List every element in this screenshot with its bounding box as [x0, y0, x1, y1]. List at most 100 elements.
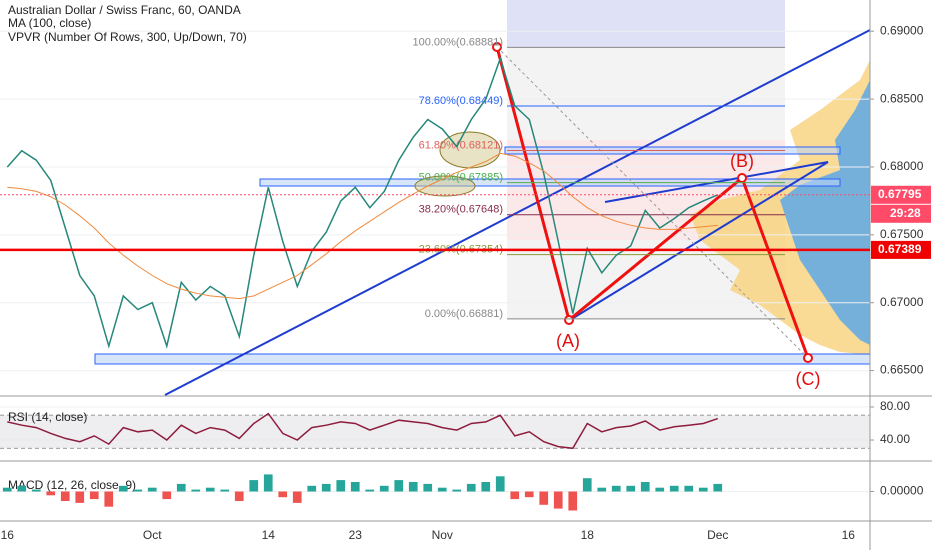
histogram-bar — [133, 489, 143, 492]
histogram-bar — [669, 485, 679, 492]
countdown: 29:28 — [890, 206, 921, 220]
wave-point — [492, 42, 502, 52]
histogram-bar — [278, 491, 288, 498]
x-tick-label: Nov — [432, 528, 453, 542]
x-tick-label: 23 — [349, 528, 363, 542]
histogram-bar — [568, 491, 578, 511]
histogram-bar — [394, 480, 404, 492]
histogram-bar — [379, 485, 389, 492]
fib-label: 38.20%(0.67648) — [419, 204, 503, 216]
y-tick-label: 0.67000 — [880, 295, 924, 309]
histogram-bar — [553, 491, 563, 509]
histogram-bar — [336, 480, 346, 492]
histogram-bar — [684, 485, 694, 492]
histogram-bar — [263, 474, 273, 492]
histogram-bar — [104, 491, 114, 507]
histogram-bar — [640, 482, 650, 492]
panel-title: MACD (12, 26, close, 9) — [8, 478, 136, 492]
histogram-bar — [655, 487, 665, 492]
histogram-bar — [118, 485, 128, 492]
histogram-bar — [698, 487, 708, 492]
histogram-bar — [365, 489, 375, 492]
y-tick-label: 40.00 — [880, 432, 910, 446]
trend-line — [164, 29, 871, 396]
histogram-bar — [46, 491, 56, 496]
x-tick-label: 16 — [1, 528, 15, 542]
channel-line — [604, 161, 829, 203]
histogram-bar — [611, 485, 621, 492]
fib-label: 61.80%(0.68121) — [419, 139, 503, 151]
y-tick-label: 0.00000 — [880, 484, 924, 498]
histogram-bar — [597, 487, 607, 492]
legend-entry: MA (100, close) — [8, 16, 91, 30]
y-tick-label: 80.00 — [880, 399, 910, 413]
chart-subtitle: VPVR (Number Of Rows, 300, Up/Down, 70) — [8, 30, 247, 44]
histogram-bar — [176, 483, 186, 492]
histogram-bar — [191, 489, 201, 492]
countdown-tag — [871, 204, 931, 223]
price-line — [7, 412, 719, 450]
price-line — [6, 56, 719, 349]
histogram-bar — [481, 482, 491, 492]
wave-label: (C) — [796, 369, 821, 389]
price-tag-label: 0.67795 — [878, 187, 922, 201]
histogram-bar — [713, 483, 723, 492]
histogram-bar — [350, 482, 360, 492]
fib-label: 50.00%(0.67885) — [419, 171, 503, 183]
price-tag — [871, 240, 931, 259]
support-box — [94, 353, 871, 365]
fib-label: 78.60%(0.68449) — [419, 95, 503, 107]
histogram-bar — [452, 489, 462, 492]
volume-profile — [780, 80, 870, 345]
y-tick-label: 0.66500 — [880, 363, 924, 377]
wave-label: (B) — [730, 151, 754, 171]
histogram-bar — [307, 485, 317, 492]
histogram-bar — [220, 489, 230, 492]
wave-label: (A) — [556, 331, 580, 351]
histogram-bar — [249, 480, 259, 492]
ma-line — [7, 152, 718, 300]
histogram-bar — [466, 483, 476, 492]
channel-line — [569, 161, 829, 321]
price-tag — [871, 185, 931, 204]
histogram-bar — [510, 491, 520, 500]
histogram-bar — [495, 476, 505, 492]
histogram-bar — [75, 491, 85, 503]
histogram-bar — [147, 487, 157, 492]
x-tick-label: 18 — [581, 528, 595, 542]
histogram-bar — [234, 491, 244, 501]
y-tick-label: 0.68500 — [880, 91, 924, 105]
wave-point — [737, 173, 747, 183]
histogram-bar — [423, 483, 433, 492]
histogram-bar — [408, 482, 418, 492]
histogram-bar — [60, 491, 70, 501]
fib-label: 0.00%(0.66881) — [425, 308, 503, 320]
histogram-bar — [17, 485, 27, 492]
histogram-bar — [31, 489, 41, 492]
wave-point — [803, 353, 813, 363]
x-tick-label: 16 — [842, 528, 856, 542]
panel-title: RSI (14, close) — [8, 410, 87, 424]
fib-trend — [496, 46, 811, 361]
x-tick-label: 14 — [262, 528, 276, 542]
histogram-bar — [539, 491, 549, 505]
histogram-bar — [162, 491, 172, 500]
histogram-bar — [205, 487, 215, 492]
histogram-bar — [2, 487, 12, 492]
x-tick-label: Dec — [707, 528, 728, 542]
histogram-bar — [582, 478, 592, 492]
price-tag-label: 0.67389 — [878, 242, 922, 256]
y-tick-label: 0.68000 — [880, 159, 924, 173]
fib-label: 100.00%(0.68881) — [412, 36, 503, 48]
y-tick-label: 0.67500 — [880, 227, 924, 241]
y-tick-label: 0.69000 — [880, 23, 924, 37]
histogram-bar — [321, 483, 331, 492]
x-tick-label: Oct — [143, 528, 162, 542]
wave-point — [564, 315, 574, 325]
histogram-bar — [524, 491, 534, 498]
histogram-bar — [89, 491, 99, 500]
chart-title: Australian Dollar / Swiss Franc, 60, OAN… — [8, 3, 241, 17]
histogram-bar — [437, 487, 447, 492]
